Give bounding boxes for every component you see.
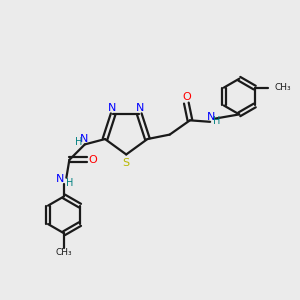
Text: CH₃: CH₃ xyxy=(274,82,291,91)
Text: S: S xyxy=(123,158,130,168)
Text: H: H xyxy=(75,137,82,147)
Text: N: N xyxy=(136,103,144,112)
Text: O: O xyxy=(88,155,97,165)
Text: CH₃: CH₃ xyxy=(56,248,72,257)
Text: N: N xyxy=(108,103,117,112)
Text: N: N xyxy=(207,112,215,122)
Text: N: N xyxy=(56,175,64,184)
Text: O: O xyxy=(182,92,191,102)
Text: H: H xyxy=(66,178,73,188)
Text: H: H xyxy=(213,116,220,126)
Text: N: N xyxy=(80,134,88,144)
